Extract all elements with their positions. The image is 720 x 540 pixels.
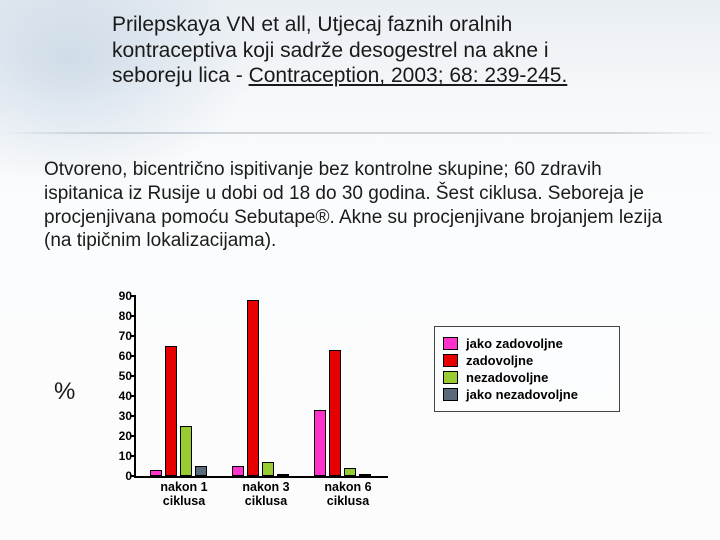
legend-item: jako nezadovoljne <box>443 387 611 402</box>
slide: { "title": { "line1": "Prilepskaya VN et… <box>0 0 720 540</box>
bar <box>247 300 259 476</box>
y-tick-mark <box>130 455 136 457</box>
bar <box>195 466 207 476</box>
bar <box>277 474 289 476</box>
legend-swatch <box>443 388 458 401</box>
bar <box>329 350 341 476</box>
x-tick-label: nakon 3ciklusa <box>224 480 308 508</box>
y-tick-label: 90 <box>102 289 132 303</box>
bar <box>344 468 356 476</box>
y-tick-mark <box>130 315 136 317</box>
bar <box>232 466 244 476</box>
bar-group <box>314 296 386 476</box>
y-tick-mark <box>130 435 136 437</box>
bar <box>150 470 162 476</box>
title-citation: Contraception, 2003; 68: 239-245. <box>249 64 568 87</box>
x-tick-label: nakon 1ciklusa <box>142 480 226 508</box>
y-tick-label: 20 <box>102 429 132 443</box>
y-tick-label: 0 <box>102 469 132 483</box>
y-tick-mark <box>130 415 136 417</box>
y-tick-mark <box>130 395 136 397</box>
y-tick-label: 70 <box>102 329 132 343</box>
y-tick-label: 40 <box>102 389 132 403</box>
legend-label: jako nezadovoljne <box>466 387 578 402</box>
bar <box>165 346 177 476</box>
y-tick-label: 80 <box>102 309 132 323</box>
legend-swatch <box>443 354 458 367</box>
legend-label: jako zadovoljne <box>466 336 563 351</box>
legend-item: zadovoljne <box>443 353 611 368</box>
legend-label: nezadovoljne <box>466 370 548 385</box>
legend-item: jako zadovoljne <box>443 336 611 351</box>
bar-group <box>232 296 304 476</box>
y-tick-label: 30 <box>102 409 132 423</box>
bar-chart: 0102030405060708090nakon 1ciklusanakon 3… <box>96 296 392 502</box>
legend-swatch <box>443 371 458 384</box>
legend-swatch <box>443 337 458 350</box>
title-line2: kontraceptiva koji sadrže desogestrel na… <box>112 39 549 62</box>
slide-title: Prilepskaya VN et all, Utjecaj faznih or… <box>112 12 652 89</box>
divider-line <box>0 132 720 134</box>
y-tick-mark <box>130 335 136 337</box>
y-tick-mark <box>130 475 136 477</box>
bar <box>262 462 274 476</box>
bar <box>314 410 326 476</box>
y-tick-mark <box>130 375 136 377</box>
plot-area <box>134 296 388 478</box>
x-tick-label: nakon 6ciklusa <box>306 480 390 508</box>
title-line1: Prilepskaya VN et all, Utjecaj faznih or… <box>112 13 512 36</box>
y-tick-mark <box>130 295 136 297</box>
y-tick-label: 50 <box>102 369 132 383</box>
legend-label: zadovoljne <box>466 353 533 368</box>
bar-group <box>150 296 222 476</box>
title-line3a: seboreju lica - <box>112 64 249 87</box>
y-tick-label: 10 <box>102 449 132 463</box>
body-text: Otvoreno, bicentrično ispitivanje bez ko… <box>44 158 684 253</box>
y-axis-label: % <box>54 378 75 406</box>
y-tick-mark <box>130 355 136 357</box>
y-tick-label: 60 <box>102 349 132 363</box>
bar <box>180 426 192 476</box>
legend-item: nezadovoljne <box>443 370 611 385</box>
legend: jako zadovoljne zadovoljne nezadovoljne jak… <box>434 326 620 412</box>
bar <box>359 474 371 476</box>
